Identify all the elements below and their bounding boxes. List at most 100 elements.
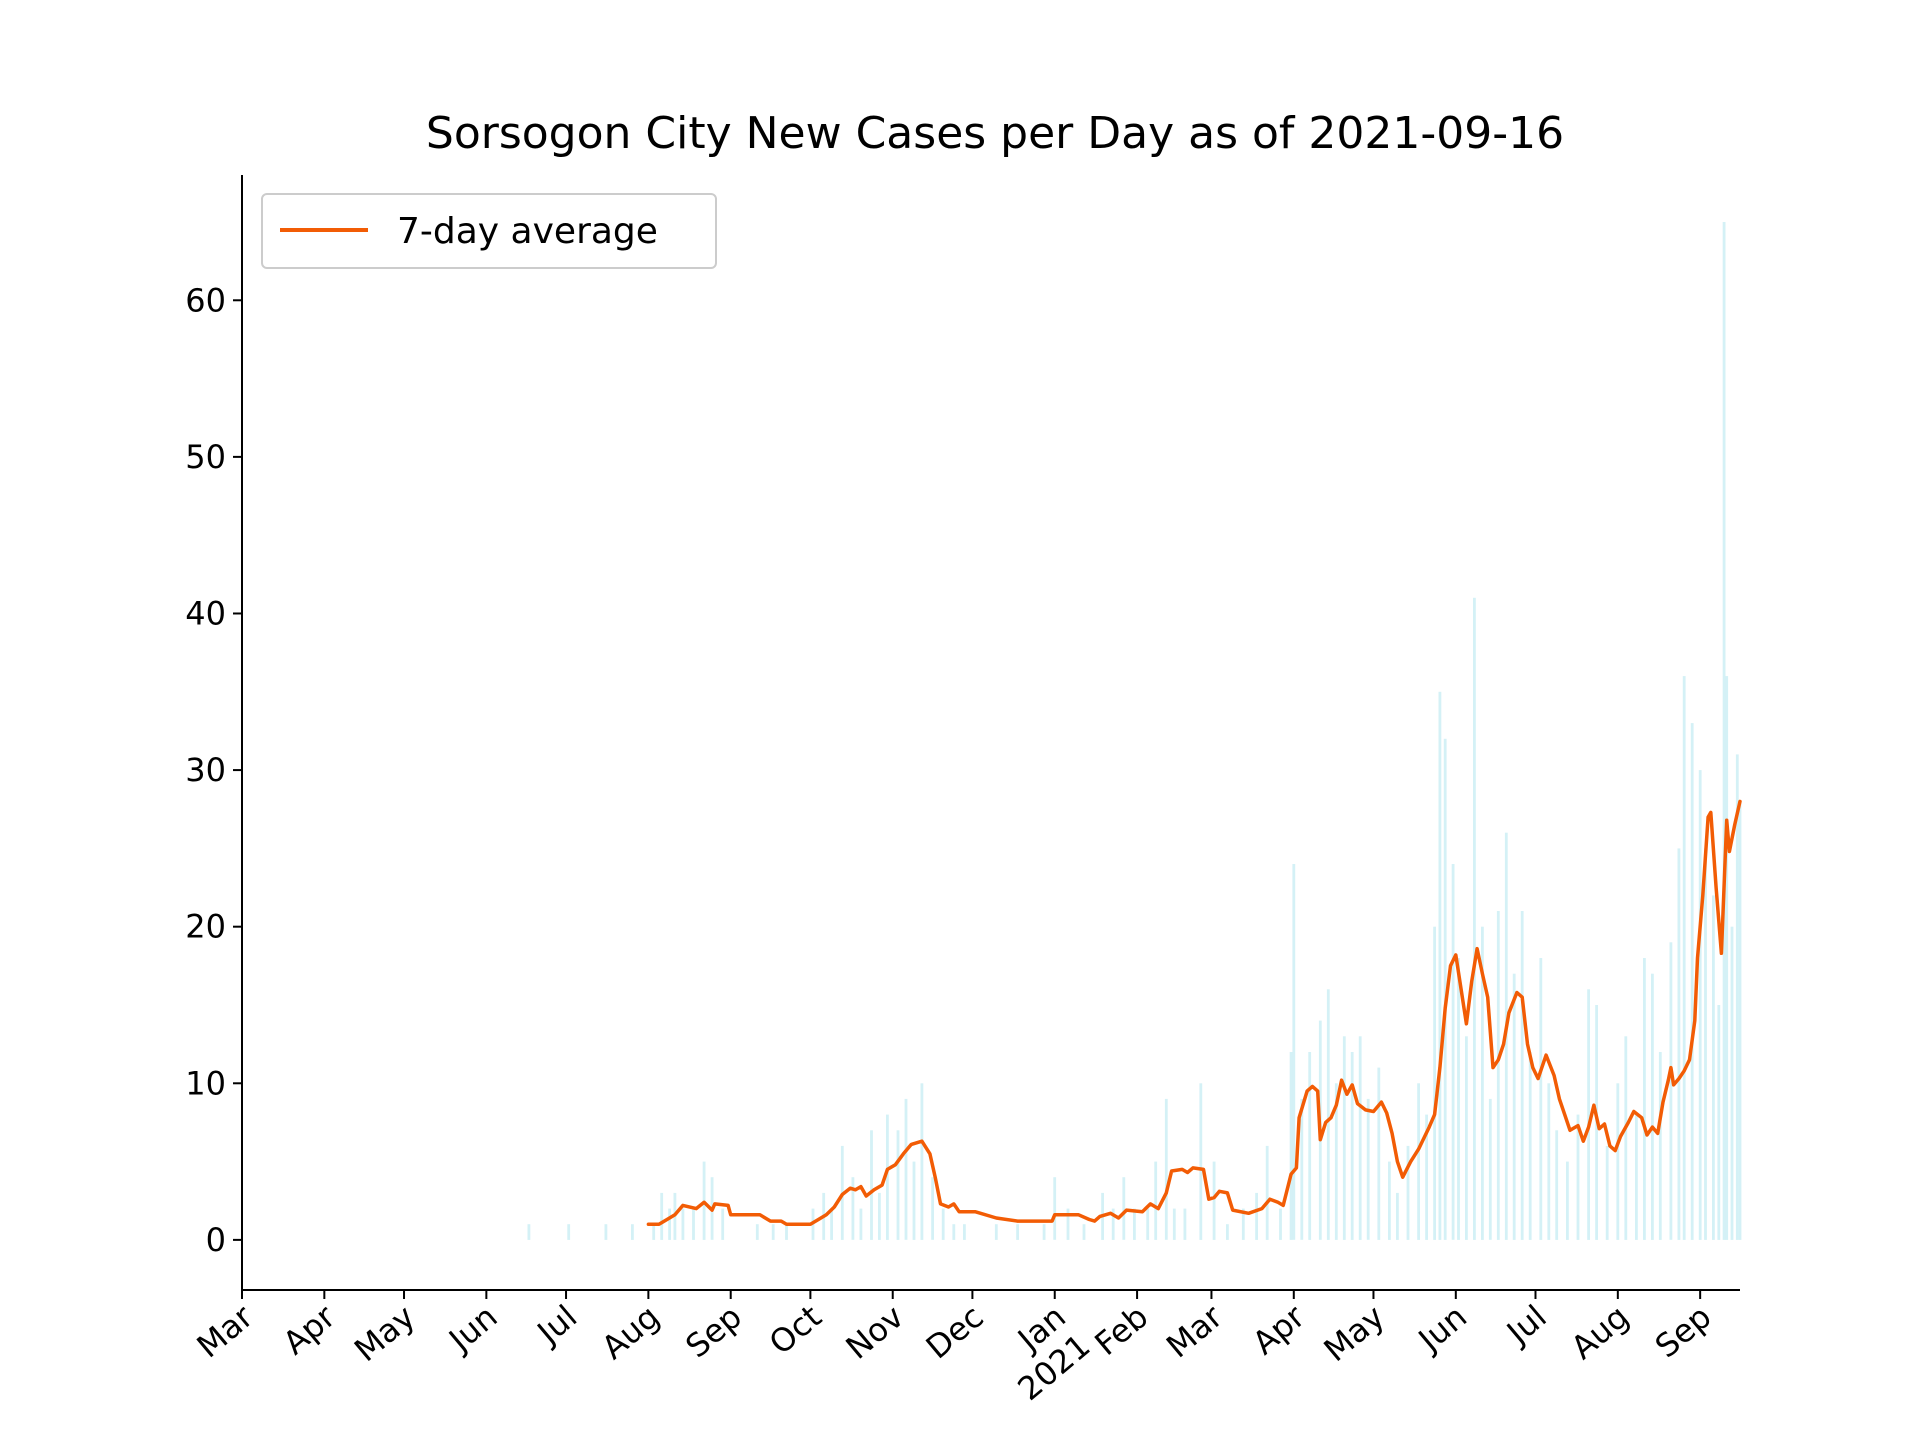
bar	[1547, 1083, 1551, 1240]
x-tick-label: Aug	[594, 1297, 666, 1366]
bar	[1146, 1208, 1150, 1240]
bar	[1292, 864, 1296, 1240]
x-tick-label: Nov	[839, 1297, 911, 1366]
series-line-7-day-average	[646, 799, 1742, 1226]
bar	[631, 1224, 634, 1240]
x-tick-label: Oct	[762, 1297, 829, 1362]
bars-layer	[527, 222, 1742, 1240]
bar	[1396, 1192, 1399, 1240]
x-tick-label-line: Apr	[276, 1297, 343, 1362]
bar	[1308, 1052, 1312, 1240]
bar	[785, 1224, 788, 1240]
y-tick-label: 40	[185, 594, 226, 632]
bar	[1539, 958, 1543, 1240]
bar	[1457, 958, 1460, 1240]
x-tick-label: Aug	[1564, 1297, 1636, 1366]
bar	[681, 1208, 685, 1240]
bar	[1241, 1208, 1245, 1240]
y-tick-label: 50	[185, 438, 226, 476]
x-tick-label: Jul	[529, 1297, 585, 1352]
bar	[1698, 770, 1702, 1240]
x-tick-label-line: Feb	[1087, 1297, 1155, 1363]
x-tick-label-line: Sep	[678, 1297, 749, 1365]
bar	[1417, 1083, 1420, 1240]
bar	[1651, 973, 1654, 1240]
axes-layer	[241, 175, 1740, 1291]
bar	[1451, 864, 1455, 1240]
bar	[1226, 1224, 1229, 1240]
x-tick-label: Mar	[190, 1297, 261, 1365]
bar	[1066, 1208, 1070, 1240]
bar	[1643, 958, 1646, 1240]
x-tick-label: Apr	[1245, 1297, 1312, 1362]
bar	[755, 1224, 759, 1240]
bar	[1635, 1114, 1638, 1240]
bar	[1624, 1036, 1628, 1240]
bar	[1722, 222, 1726, 1240]
bar	[1265, 1145, 1269, 1240]
bar	[668, 1208, 671, 1240]
bar	[1465, 1036, 1468, 1240]
bar	[963, 1224, 966, 1240]
x-tick-label: Dec	[919, 1297, 991, 1366]
bar	[1738, 801, 1742, 1240]
bar	[652, 1224, 656, 1240]
bar	[1377, 1067, 1381, 1240]
x-tick-label-line: Jun	[1410, 1297, 1474, 1360]
bar	[941, 1208, 945, 1240]
bar	[692, 1208, 695, 1240]
x-tick-label-line: Dec	[919, 1297, 991, 1366]
bar	[1183, 1208, 1187, 1240]
bar	[721, 1208, 725, 1240]
x-tick-label: May	[1317, 1297, 1392, 1369]
bar	[859, 1208, 863, 1240]
bar	[886, 1114, 889, 1240]
bar	[1172, 1208, 1176, 1240]
bar	[1682, 676, 1686, 1240]
bar	[771, 1224, 775, 1240]
bar	[904, 1098, 908, 1240]
y-ticks: 0 10 20 30 40 50 60	[185, 281, 242, 1259]
bar	[1433, 926, 1436, 1240]
bar	[1350, 1052, 1354, 1240]
bar	[1289, 1052, 1293, 1240]
bar	[1122, 1177, 1126, 1240]
x-tick-label-line: May	[347, 1297, 422, 1369]
bar	[527, 1224, 531, 1240]
bar	[1053, 1177, 1057, 1240]
bar	[1300, 1098, 1304, 1240]
y-tick-label: 0	[206, 1221, 226, 1259]
bar	[1566, 1161, 1569, 1240]
line-layer	[646, 799, 1742, 1226]
bar	[1587, 989, 1590, 1240]
bar	[1443, 738, 1447, 1240]
bar	[1730, 926, 1734, 1240]
bar	[1735, 754, 1739, 1240]
bar	[1366, 1098, 1370, 1240]
x-tick-label-line: Aug	[1564, 1297, 1636, 1366]
x-tick-label: Jun	[1410, 1297, 1474, 1360]
x-tick-label-line: Jun	[440, 1297, 504, 1360]
bar	[1488, 1098, 1492, 1240]
bar	[1154, 1161, 1158, 1240]
y-tick-label: 10	[185, 1064, 226, 1102]
bar	[1658, 1052, 1662, 1240]
bar	[1704, 848, 1707, 1240]
bar	[1576, 1114, 1580, 1240]
bar	[1255, 1192, 1258, 1240]
bar	[1164, 1098, 1168, 1240]
x-tick-label: Apr	[276, 1297, 343, 1362]
bar	[1438, 691, 1442, 1240]
bar	[1082, 1224, 1086, 1240]
x-tick-label-line: Oct	[762, 1297, 829, 1362]
bar	[1725, 676, 1729, 1240]
x-tick-label: Feb	[1087, 1297, 1155, 1363]
legend-box	[261, 193, 717, 269]
bar	[851, 1177, 855, 1240]
x-tick-label: Jun	[440, 1297, 504, 1360]
bar	[1481, 926, 1484, 1240]
y-tick-label: 60	[185, 281, 226, 319]
x-tick-label: Sep	[1648, 1297, 1719, 1365]
bar	[1473, 597, 1476, 1240]
